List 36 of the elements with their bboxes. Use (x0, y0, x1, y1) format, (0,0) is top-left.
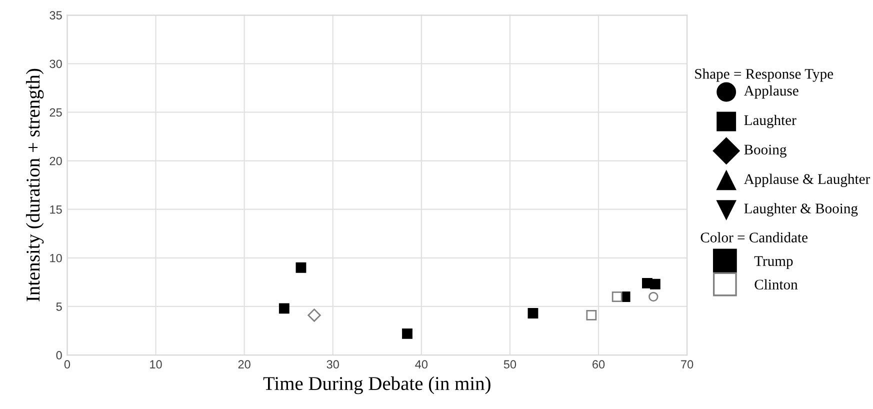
text: Applause & Laughter (744, 174, 870, 187)
x-tick-label: 70 (681, 360, 694, 369)
x-tick-label: 60 (592, 360, 605, 369)
point (528, 308, 538, 318)
point (296, 262, 306, 273)
point (612, 292, 622, 302)
text: Laughter & Booing (744, 203, 858, 216)
point (402, 328, 412, 339)
legend-title: Color = Candidate (700, 232, 808, 242)
x-tick-label: 40 (415, 360, 428, 369)
x-axis-title: Time During Debate (in min) (263, 376, 490, 394)
text: Applause (744, 85, 798, 99)
y-axis-title: Intensity (duration + strength) (26, 68, 44, 302)
y-tick-label: 30 (50, 60, 62, 68)
y-tick-label: 15 (50, 206, 62, 214)
text: Laughter (744, 114, 796, 128)
y-tick-label: 25 (50, 108, 62, 117)
x-tick-label: 10 (150, 360, 162, 369)
y-tick-label: 5 (56, 302, 62, 311)
x-tick-label: 30 (326, 360, 339, 369)
y-tick-label: 35 (50, 11, 62, 20)
text: Booing (744, 144, 786, 158)
point (648, 292, 658, 302)
point (278, 303, 290, 314)
y-tick-label: 0 (56, 351, 62, 360)
x-tick-label: 20 (238, 360, 250, 369)
legend-label: Clinton (754, 279, 798, 290)
legend-label: Trump (754, 256, 793, 269)
y-tick-label: 20 (50, 156, 62, 166)
text: Shape = Response Type (695, 68, 834, 82)
point (650, 278, 660, 290)
x-tick-label: 50 (504, 360, 516, 369)
y-tick-label: 10 (50, 254, 62, 262)
point (586, 310, 597, 320)
point (308, 308, 321, 322)
x-tick-label: 0 (64, 360, 70, 369)
